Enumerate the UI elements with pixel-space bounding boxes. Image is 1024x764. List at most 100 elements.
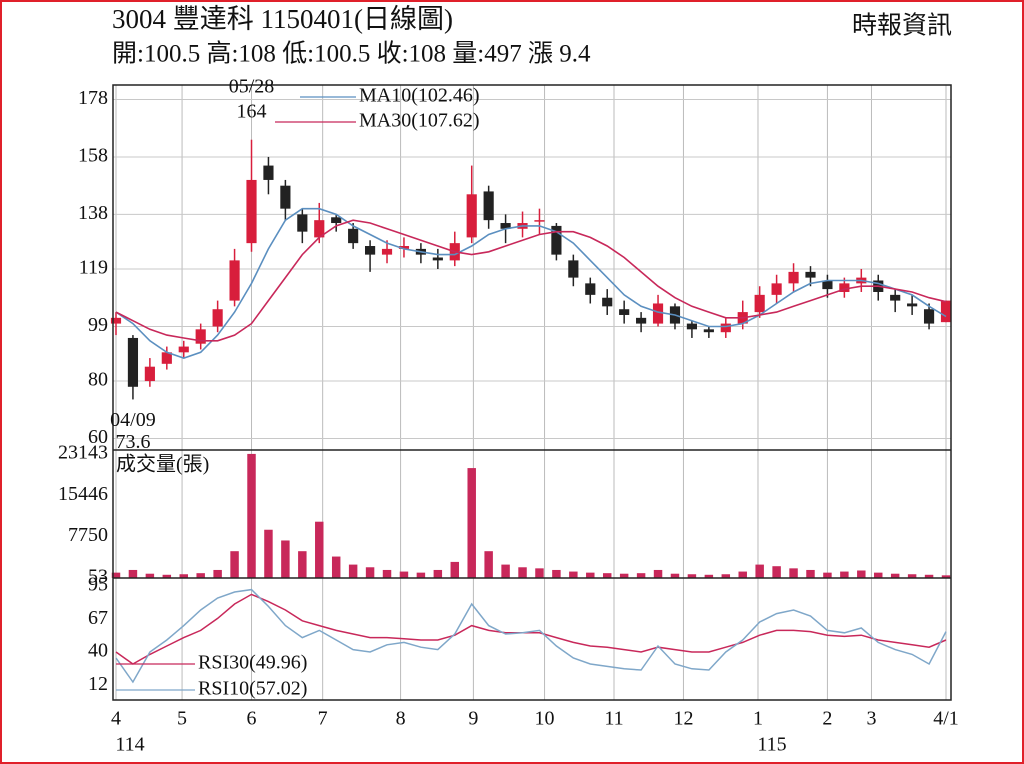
candle-body [636, 317, 647, 324]
x-tick-label: 10 [535, 708, 555, 730]
candle-body [551, 225, 562, 255]
chart-title: 3004 豐達科 1150401(日線圖) [112, 4, 453, 34]
rsi-line [115, 588, 947, 684]
plot-frame [112, 84, 952, 701]
legend-label: MA10(102.46) [359, 85, 480, 107]
x-tick-label: 5 [177, 708, 187, 730]
legend-label: RSI10(57.02) [198, 678, 307, 700]
volume-bar [230, 551, 239, 578]
x-sub-label: 114 [115, 734, 144, 756]
volume-bar [128, 569, 138, 578]
candle-body [432, 257, 443, 261]
y-tick-label: 119 [79, 257, 108, 279]
x-tick-label: 7 [318, 708, 328, 730]
volume-bar [501, 564, 510, 578]
legend-label: MA30(107.62) [359, 110, 480, 132]
x-tick-label: 4/1 [933, 708, 959, 730]
candle-body [110, 317, 122, 324]
candle-body [788, 271, 799, 284]
candle-body [619, 309, 630, 315]
rsi-line [115, 593, 947, 665]
volume-bar [535, 568, 544, 578]
volume-bar [382, 569, 392, 578]
volume-bar [450, 561, 460, 578]
volume-bar [433, 569, 443, 578]
candle-body [602, 297, 613, 307]
ma-line [115, 207, 947, 359]
chart-subtitle: 開:100.5 高:108 低:100.5 收:108 量:497 漲 9.4 [112, 40, 591, 68]
source: 時報資訊 [852, 12, 952, 40]
x-tick-label: 8 [396, 708, 406, 730]
candle-body [483, 191, 494, 221]
candle-body [246, 179, 257, 244]
candle-body [500, 223, 511, 229]
y-tick-label: 53 [88, 565, 108, 587]
panel-title: 成交量(張) [116, 453, 209, 476]
candle-body [703, 329, 714, 333]
candle-body [297, 214, 308, 232]
candle-body [161, 352, 172, 364]
volume-bar [636, 573, 646, 578]
volume-bar [941, 575, 951, 578]
candle-body [720, 323, 731, 333]
volume-bar [823, 572, 832, 578]
candle-body [229, 260, 240, 301]
volume-bar [179, 574, 188, 578]
grid [113, 85, 951, 700]
volume-bar [213, 569, 222, 578]
volume-bar [704, 574, 714, 578]
x-sub-label: 115 [757, 734, 786, 756]
volume-bar [162, 574, 172, 578]
volume-bar [755, 564, 764, 578]
candle-body [314, 220, 325, 238]
x-tick-label: 2 [822, 708, 832, 730]
candle-body [178, 346, 189, 353]
volume-bar [806, 569, 815, 578]
candle-body [686, 323, 697, 330]
candle-body [890, 294, 901, 301]
candle-body [754, 294, 765, 313]
candle-body [652, 303, 664, 324]
candle-body [144, 366, 155, 382]
candle-body [771, 283, 782, 295]
annotation-value: 164 [237, 100, 267, 122]
y-tick-label: 80 [88, 369, 108, 391]
y-tick-label: 7750 [68, 524, 108, 546]
y-tick-label: 158 [78, 145, 108, 167]
y-tick-label: 99 [88, 314, 108, 336]
volume-bar [145, 573, 155, 578]
candle-body [822, 280, 833, 290]
volume-bar [772, 566, 781, 578]
volume-bar [484, 551, 493, 578]
volume-bar [569, 571, 578, 578]
candle-body [398, 246, 410, 249]
y-tick-label: 138 [78, 202, 108, 224]
candle-body [805, 271, 816, 278]
annotation-value: 73.6 [115, 431, 150, 453]
candle-body [331, 217, 342, 224]
volume-bar [890, 573, 900, 578]
candle-body [940, 300, 952, 323]
volume-bar [552, 569, 561, 578]
x-tick-label: 12 [673, 708, 693, 730]
candle-body [923, 309, 935, 324]
candle-body [212, 309, 223, 327]
y-tick-label: 23143 [58, 442, 108, 464]
candle-body [534, 220, 545, 222]
volume-bar [264, 529, 273, 578]
candle-body [263, 165, 274, 180]
candle-body [568, 260, 579, 278]
candle-body [907, 303, 918, 307]
annotation-date: 05/28 [229, 75, 275, 97]
volume-bar [687, 574, 697, 578]
volume-bar [298, 551, 307, 578]
volume-bar [365, 567, 375, 578]
volume-bar [619, 573, 629, 578]
volume-bar [247, 453, 256, 578]
candle-body [280, 185, 291, 209]
volume-bar [924, 574, 934, 578]
volume-bar [281, 540, 290, 578]
volume-bar [315, 521, 324, 578]
x-tick-label: 3 [866, 708, 876, 730]
